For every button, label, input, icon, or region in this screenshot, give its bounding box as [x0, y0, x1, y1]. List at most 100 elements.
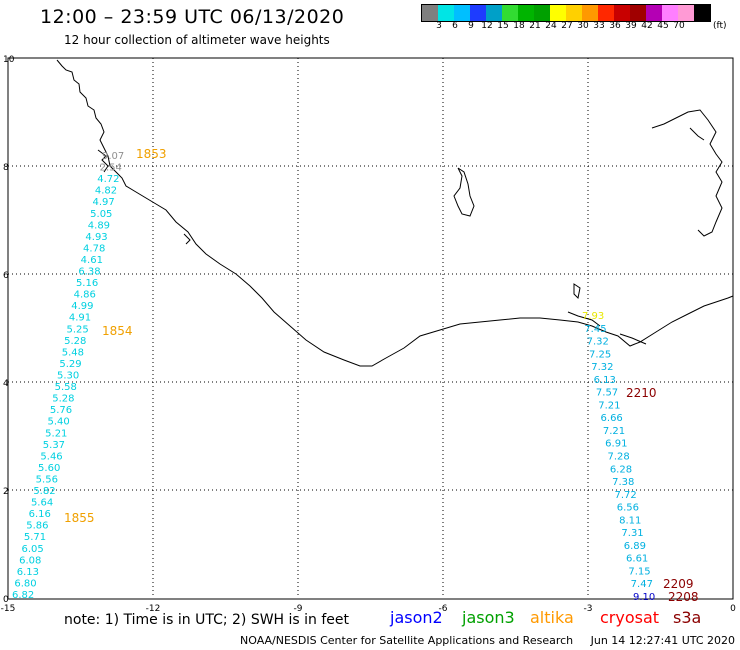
- scale-label: 21: [529, 21, 541, 31]
- satellite-jason2: jason2: [390, 608, 443, 627]
- scale-label: 33: [593, 21, 605, 31]
- scale-swatch-9: [566, 5, 582, 21]
- wave-height-value: 8.11: [619, 515, 641, 526]
- x-tick-label: -15: [1, 604, 16, 614]
- wave-height-value: 4.86: [74, 290, 96, 301]
- wave-height-value: 5.60: [38, 463, 60, 474]
- scale-label: 24: [545, 21, 557, 31]
- coastline-notch: [97, 149, 109, 173]
- scale-swatch-4: [486, 5, 502, 21]
- wave-height-value: 5.37: [43, 440, 65, 451]
- scale-label: 12: [481, 21, 493, 31]
- wave-height-value: 6.05: [21, 544, 43, 555]
- satellite-jason3: jason3: [462, 608, 515, 627]
- scale-swatch-1: [438, 5, 454, 21]
- scale-swatch-8: [550, 5, 566, 21]
- generated-timestamp: Jun 14 12:27:41 UTC 2020: [590, 634, 735, 647]
- wave-height-value: 5.76: [50, 405, 72, 416]
- wave-height-value: 5.05: [90, 209, 112, 220]
- wave-height-value: 6.91: [605, 439, 627, 450]
- wave-height-value: 5.86: [26, 521, 48, 532]
- wave-height-value: 5.21: [45, 428, 67, 439]
- wave-height-value: 6.16: [29, 509, 51, 520]
- x-tick-label: -9: [294, 604, 303, 614]
- wave-height-value: 7.32: [587, 337, 609, 348]
- y-tick-label: 8: [3, 163, 9, 173]
- altimeter-track-left: 9.072.544.724.824.975.054.894.934.784.61…: [12, 147, 167, 601]
- wave-height-value: 7.45: [584, 324, 606, 335]
- island-east: [453, 167, 475, 217]
- map-frame: [7, 57, 734, 600]
- coastline-bay: [183, 233, 191, 245]
- map-grid: -15 -12 -9 -6 -3 0 0 2 4 6 8 10: [1, 55, 736, 614]
- wave-height-value: 9.07: [102, 151, 124, 162]
- wave-height-value: 5.56: [36, 474, 58, 485]
- scale-swatch-6: [518, 5, 534, 21]
- scale-label: 9: [468, 21, 474, 31]
- wave-height-value: 6.61: [626, 554, 648, 565]
- wave-height-value: 5.40: [48, 417, 70, 428]
- wave-height-value: 4.82: [95, 186, 117, 197]
- time-label: 1854: [102, 324, 133, 338]
- x-tick-label: -12: [146, 604, 161, 614]
- scale-swatch-3: [470, 5, 486, 21]
- wave-height-value: 5.25: [66, 324, 88, 335]
- wave-height-value: 5.82: [33, 486, 55, 497]
- wave-height-value: 7.72: [614, 490, 636, 501]
- scale-swatch-10: [582, 5, 598, 21]
- wave-height-value: 7.38: [612, 477, 634, 488]
- wave-height-value: 7.15: [628, 566, 650, 577]
- island-right-small: [573, 283, 581, 300]
- wave-height-value: 4.89: [88, 220, 110, 231]
- coastline-right-inlet: [567, 311, 601, 327]
- wave-height-value: 5.30: [57, 371, 79, 382]
- wave-height-value: 6.89: [624, 541, 646, 552]
- wave-height-value: 7.47: [631, 579, 653, 590]
- time-label: 1853: [136, 147, 167, 161]
- scale-swatch-16: [678, 5, 694, 21]
- scale-swatch-7: [534, 5, 550, 21]
- wave-height-value: 6.38: [78, 267, 100, 278]
- wave-height-value: 4.78: [83, 243, 105, 254]
- scale-label: 3: [436, 21, 442, 31]
- wave-height-value: 7.93: [582, 311, 604, 322]
- time-label: 2209: [663, 577, 694, 591]
- wave-height-value: 5.58: [55, 382, 77, 393]
- scale-label: 18: [513, 21, 525, 31]
- scale-label: 42: [641, 21, 653, 31]
- scale-label: 15: [497, 21, 509, 31]
- wave-height-value: 4.97: [93, 197, 115, 208]
- x-tick-label: -3: [584, 604, 593, 614]
- satellite-altika: altika: [530, 608, 574, 627]
- wave-height-value: 7.32: [591, 362, 613, 373]
- scale-swatch-0: [422, 5, 438, 21]
- wave-height-value: 6.28: [610, 464, 632, 475]
- coastline: [56, 59, 734, 367]
- coastline-ne-inner: [689, 127, 705, 141]
- wave-height-value: 6.82: [12, 590, 34, 601]
- y-tick-label: 6: [3, 271, 9, 281]
- scale-label: 45: [657, 21, 669, 31]
- wave-height-value: 4.72: [97, 174, 119, 185]
- time-label: 2210: [626, 386, 657, 400]
- satellite-s3a: s3a: [673, 608, 702, 627]
- scale-swatch-17: [694, 5, 710, 21]
- wave-height-value: 7.21: [603, 426, 625, 437]
- wave-height-value: 5.48: [62, 347, 84, 358]
- wave-height-value: 7.25: [589, 349, 611, 360]
- wave-height-value: 5.64: [31, 498, 53, 509]
- wave-height-value: 7.31: [621, 528, 643, 539]
- y-tick-label: 0: [3, 595, 9, 605]
- wave-height-value: 6.13: [594, 375, 616, 386]
- scale-label: 39: [625, 21, 637, 31]
- coastline-main: [56, 59, 734, 367]
- scale-swatch-11: [598, 5, 614, 21]
- color-scale-bar: [421, 4, 711, 22]
- wave-height-value: 2.54: [100, 163, 122, 174]
- wave-height-value: 6.80: [14, 578, 36, 589]
- scale-label: 27: [561, 21, 573, 31]
- wave-height-value: 5.16: [76, 278, 98, 289]
- wave-height-value: 9.10: [633, 592, 655, 603]
- wave-height-value: 4.91: [69, 313, 91, 324]
- wave-height-value: 6.13: [17, 567, 39, 578]
